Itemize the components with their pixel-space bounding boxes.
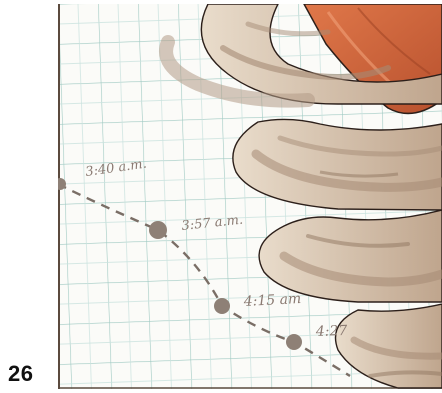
time-label-3: 4:15 am — [242, 291, 301, 310]
cloud-band-2 — [232, 118, 442, 211]
track-dot-2 — [149, 221, 167, 239]
track-dot-3 — [214, 298, 230, 314]
tornado-track-illustration: 3:40 a.m. 3:57 a.m. 4:15 am 4:27 — [58, 4, 442, 389]
track-dot-1 — [58, 178, 66, 190]
cloud-band-3 — [258, 209, 442, 303]
storm-track — [58, 182, 351, 378]
time-label-2: 3:57 a.m. — [181, 213, 244, 234]
time-label-4: 4:27 — [315, 323, 348, 340]
cloud-band-1 — [159, 4, 442, 108]
cloud-band-4 — [334, 303, 442, 389]
track-dot-4 — [286, 334, 302, 350]
page-number: 26 — [8, 361, 34, 386]
